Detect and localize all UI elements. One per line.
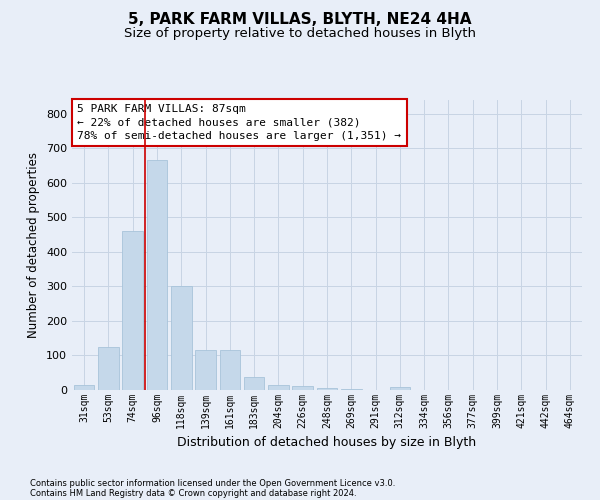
Bar	[389, 387, 410, 390]
Bar	[122, 231, 143, 390]
Bar	[317, 388, 337, 390]
Bar	[98, 347, 119, 390]
Bar	[292, 386, 313, 390]
Text: 5, PARK FARM VILLAS, BLYTH, NE24 4HA: 5, PARK FARM VILLAS, BLYTH, NE24 4HA	[128, 12, 472, 28]
Bar	[171, 286, 191, 390]
Bar	[268, 385, 289, 390]
X-axis label: Distribution of detached houses by size in Blyth: Distribution of detached houses by size …	[178, 436, 476, 450]
Text: 5 PARK FARM VILLAS: 87sqm
← 22% of detached houses are smaller (382)
78% of semi: 5 PARK FARM VILLAS: 87sqm ← 22% of detac…	[77, 104, 401, 141]
Bar	[195, 350, 216, 390]
Bar	[74, 385, 94, 390]
Bar	[244, 377, 265, 390]
Bar	[220, 350, 240, 390]
Text: Size of property relative to detached houses in Blyth: Size of property relative to detached ho…	[124, 28, 476, 40]
Bar	[146, 160, 167, 390]
Y-axis label: Number of detached properties: Number of detached properties	[28, 152, 40, 338]
Text: Contains HM Land Registry data © Crown copyright and database right 2024.: Contains HM Land Registry data © Crown c…	[30, 488, 356, 498]
Text: Contains public sector information licensed under the Open Government Licence v3: Contains public sector information licen…	[30, 478, 395, 488]
